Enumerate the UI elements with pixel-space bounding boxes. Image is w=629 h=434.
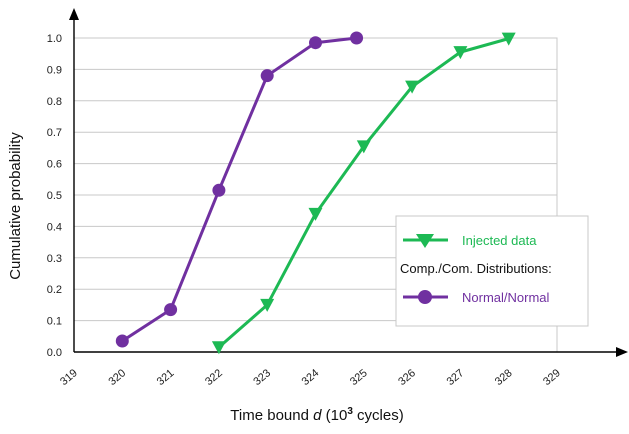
y-tick-label: 0.5 [47,190,62,202]
x-axis-label-suffix: cycles) [353,407,404,424]
y-tick-label: 0.7 [47,127,62,139]
data-point [115,334,129,348]
data-point [501,32,516,46]
data-point [308,207,323,221]
y-axis-label: Cumulative probability [7,132,24,280]
y-tick-labels: 0.0 0.1 0.2 0.3 0.4 0.5 0.6 0.7 0.8 0.9 1.0 [47,33,62,359]
x-tick-label: 319 [58,367,80,388]
x-axis-label-prefix: Time bound [230,407,313,424]
data-point [164,303,178,317]
data-point [211,341,226,355]
x-tick-label: 322 [203,367,225,388]
y-tick-label: 0.8 [47,96,62,108]
y-tick-label: 0.2 [47,284,62,296]
x-tick-label: 329 [541,367,563,388]
data-point [405,80,420,94]
x-tick-label: 321 [155,367,177,388]
y-tick-label: 0.1 [47,316,62,328]
y-tick-label: 0.6 [47,159,62,171]
legend-injected-marker [416,234,434,248]
x-axis-label-unit: (10 [321,407,347,424]
y-tick-label: 0.4 [47,221,62,233]
x-axis-label: Time bound d (103 cycles) [230,406,403,424]
y-tick-label: 0.0 [47,347,62,359]
legend-injected-label: Injected data [462,233,537,248]
data-point [350,31,364,45]
data-point [309,36,322,50]
series-normal-normal [115,31,364,348]
series-layer [115,31,516,355]
x-tick-label: 323 [251,367,273,388]
legend: Injected data Comp./Com. Distributions: … [395,215,589,327]
y-tick-label: 0.3 [47,253,62,265]
x-tick-label: 327 [445,367,467,388]
legend-heading: Comp./Com. Distributions: [400,261,552,276]
x-axis-arrow [616,347,628,357]
data-point [356,140,371,154]
legend-normal-label: Normal/Normal [462,290,550,305]
x-axis-label-exponent: 3 [347,406,353,417]
x-tick-labels: 319 320 321 322 323 324 325 326 327 328 329 [58,367,563,388]
x-tick-label: 326 [396,367,418,388]
data-point [212,183,226,197]
y-tick-label: 0.9 [47,64,62,76]
x-tick-label: 324 [300,367,322,388]
series-line [121,36,357,343]
x-tick-label: 320 [106,367,128,388]
y-tick-label: 1.0 [47,33,62,45]
x-tick-label: 328 [493,367,515,388]
y-axis-arrow [69,8,79,20]
legend-normal-marker [418,290,432,304]
series-injected-data [211,32,516,355]
data-point [260,298,275,312]
data-point [260,69,274,83]
x-tick-label: 325 [348,367,370,388]
x-axis-label-variable: d [313,407,322,424]
data-point [453,46,468,60]
